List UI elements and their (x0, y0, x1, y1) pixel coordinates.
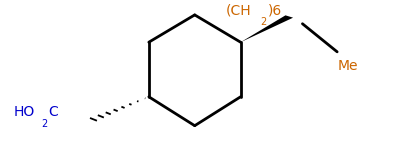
Polygon shape (241, 15, 293, 42)
Text: HO: HO (14, 105, 35, 119)
Text: 2: 2 (261, 17, 267, 27)
Text: 2: 2 (41, 119, 47, 129)
Text: C: C (48, 105, 58, 119)
Text: Me: Me (337, 59, 358, 73)
Text: (CH: (CH (225, 3, 251, 17)
Text: )6: )6 (268, 3, 282, 17)
